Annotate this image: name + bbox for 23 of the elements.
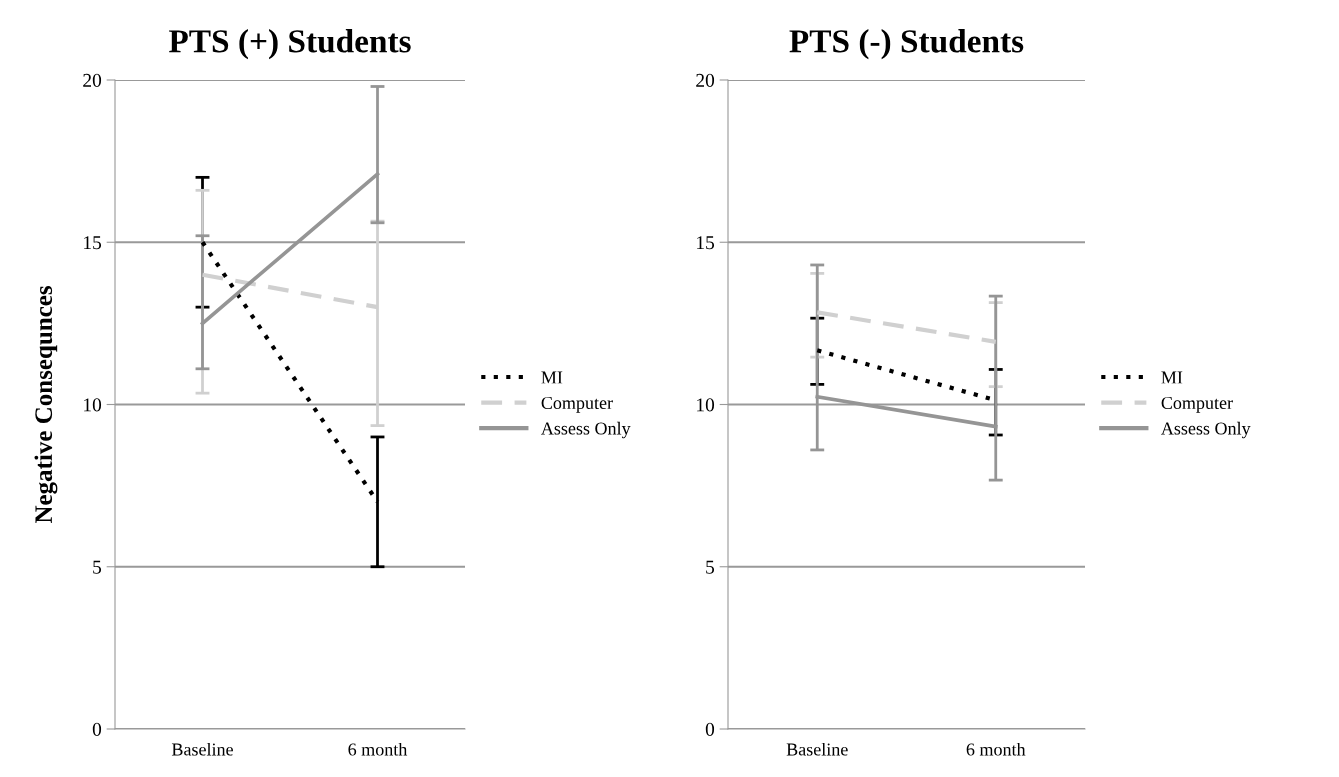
- x-tick-label: Baseline: [171, 742, 233, 756]
- chart-title: PTS (+) Students: [169, 29, 411, 60]
- legend-label: MI: [541, 371, 563, 384]
- x-tick-label: 6 month: [966, 742, 1026, 756]
- y-tick-label: 15: [697, 236, 715, 250]
- legend-label: MI: [1161, 371, 1183, 384]
- legend-label: Assess Only: [1161, 421, 1251, 439]
- y-axis-title: Negative Consequnces: [34, 286, 58, 524]
- legend-label: Computer: [541, 396, 613, 413]
- y-tick-label: 15: [84, 236, 102, 250]
- y-tick-label: 20: [696, 73, 715, 87]
- y-tick-label: 5: [93, 560, 102, 574]
- x-tick-label: 6 month: [348, 742, 408, 756]
- y-tick-label: 0: [705, 722, 715, 736]
- y-tick-label: 10: [84, 398, 102, 412]
- y-tick-label: 0: [92, 722, 102, 736]
- y-tick-label: 10: [697, 398, 715, 412]
- legend-label: Computer: [1161, 396, 1233, 413]
- y-tick-label: 5: [706, 560, 715, 574]
- y-tick-label: 20: [83, 73, 102, 87]
- x-tick-label: Baseline: [786, 742, 848, 756]
- legend-label: Assess Only: [541, 421, 631, 439]
- chart-title: PTS (-) Students: [789, 29, 1024, 60]
